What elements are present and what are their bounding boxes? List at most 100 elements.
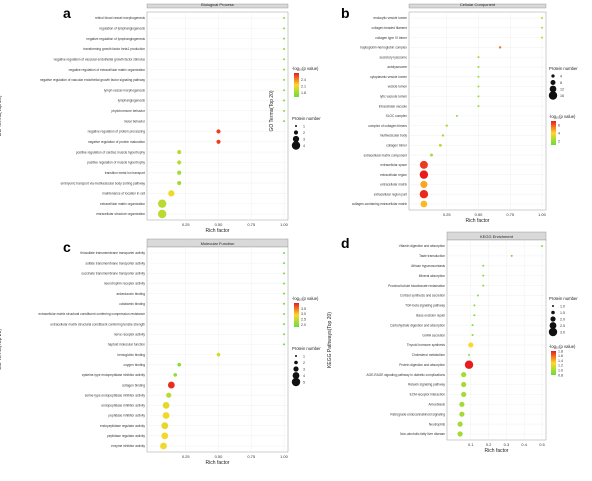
y-tick-label: AGE-RAGE signaling pathway in diabetic c…	[367, 373, 446, 377]
data-point	[162, 412, 170, 419]
color-legend-bar	[294, 303, 299, 327]
data-point	[482, 284, 485, 287]
size-legend-title: Protein number	[292, 116, 321, 121]
y-tick-label: endocytic vesicle lumen	[373, 16, 407, 20]
color-legend-tick: 1.2	[558, 364, 563, 368]
size-legend-tick: 12	[560, 87, 564, 91]
color-legend-tick: 1.6	[558, 354, 563, 358]
data-point	[498, 46, 502, 49]
data-point	[283, 17, 285, 19]
y-tick-label: collagen type VI trimer	[375, 36, 408, 40]
y-tick-label: Thyroid hormone synthesis	[407, 343, 446, 347]
data-point	[477, 65, 480, 68]
y-tick-label: oxygen binding	[124, 363, 146, 367]
data-point	[283, 333, 285, 336]
y-tick-label: collagen trimer	[386, 143, 408, 147]
x-tick-label: 1.00	[280, 454, 289, 459]
size-legend-title: Protein number	[549, 296, 578, 301]
color-legend-tick: 2	[558, 139, 560, 143]
size-legend-tick: 1	[303, 124, 305, 128]
x-axis-label: Rich factor	[206, 460, 230, 466]
x-tick-label: 1.00	[538, 212, 547, 217]
y-tick-label: cytoplasmic vesicle lumen	[370, 75, 407, 79]
data-point	[283, 78, 285, 81]
x-tick-label: 0.25	[182, 222, 191, 227]
color-legend-tick: 0.8	[558, 373, 563, 377]
size-legend-tick: 4	[560, 74, 562, 78]
y-tick-label: regulation of lymphangiogenesis	[99, 27, 145, 31]
data-point	[177, 180, 182, 186]
y-tick-label: peptidase inhibitor activity	[109, 414, 146, 418]
color-legend-tick: 2.1	[301, 84, 306, 88]
chart-title: Cellular Component	[460, 2, 496, 7]
y-tick-label: transforming growth factor beta1 product…	[83, 47, 145, 51]
data-point	[541, 26, 543, 29]
data-point	[468, 342, 474, 348]
x-tick-label: 0.50	[215, 454, 224, 459]
plot-area	[446, 239, 547, 441]
data-point	[457, 421, 463, 427]
y-tick-label: positive regulation of cardiac muscle hy…	[76, 150, 146, 154]
data-point	[441, 134, 445, 137]
color-legend-title: -log₁₀(p value)	[292, 296, 319, 301]
y-tick-label: peptidase regulator activity	[107, 434, 145, 438]
y-tick-label: haptoglobin-hemoglobin complex	[360, 46, 407, 50]
data-point	[283, 272, 285, 275]
y-tick-label: maintenance of location in cell	[102, 192, 145, 196]
y-tick-label: lytic vacuole lumen	[380, 95, 407, 99]
color-legend-tick: 3.0	[301, 312, 306, 316]
size-legend-tick: 3	[303, 367, 305, 371]
size-legend-tick: 4	[303, 374, 305, 378]
y-tick-label: cysteine-type endopeptidase inhibitor ac…	[82, 373, 146, 377]
y-tick-label: molar behavior	[124, 119, 146, 123]
size-legend-tick: 2.0	[560, 317, 565, 321]
size-legend-dot	[552, 305, 554, 307]
data-point	[216, 139, 221, 144]
y-tick-label: secretory lysosome	[380, 55, 408, 59]
data-point	[477, 95, 480, 98]
size-legend-dot	[551, 74, 555, 78]
y-tick-label: SLOC complex	[386, 114, 408, 118]
data-point	[177, 170, 182, 175]
data-point	[162, 401, 170, 409]
data-point	[157, 199, 167, 208]
size-legend-tick: 1	[303, 354, 305, 358]
y-tick-label: ankerdaoxin binding	[116, 292, 145, 296]
data-point	[283, 109, 285, 112]
panel-a: a Biological Process 0.25 0.50 0.75 1.00 retin…	[0, 2, 321, 234]
title-strip	[408, 3, 547, 9]
x-tick-label: 0.50	[215, 222, 224, 227]
size-legend-dot	[293, 130, 299, 135]
panel-letter: a	[63, 5, 71, 21]
color-legend-title: -log₁₀(p value)	[549, 114, 576, 119]
data-point	[477, 75, 480, 78]
title-strip	[146, 3, 289, 9]
data-point	[473, 304, 476, 307]
data-point	[430, 153, 433, 157]
y-tick-label: negative regulation of vascular endothel…	[54, 57, 146, 61]
size-legend-dot	[291, 141, 301, 150]
y-tick-label: collagen binding	[122, 383, 145, 387]
data-point	[157, 209, 167, 219]
y-axis-label: KEGG Pathways(Top 20)	[327, 312, 333, 368]
plot-area	[146, 246, 289, 453]
y-tick-label: lymphangiogenesis	[118, 99, 146, 103]
size-legend-dot	[549, 322, 557, 329]
x-tick-label: 0.1	[468, 442, 474, 447]
x-axis-label: Rich factor	[206, 228, 230, 234]
y-tick-label: extracellular matrix structural constitu…	[39, 312, 146, 316]
color-legend-tick: 1.0	[558, 369, 563, 373]
size-legend-dot	[549, 85, 557, 93]
y-tick-label: hemoglobin binding	[117, 353, 145, 357]
data-point	[283, 58, 285, 61]
panel-letter: c	[63, 239, 71, 255]
x-tick-label: 0.50	[475, 212, 484, 217]
color-legend-tick: 1.4	[558, 359, 563, 363]
y-tick-label: Neutrophils	[429, 422, 446, 426]
y-tick-label: collagen beaded filament	[372, 26, 408, 30]
data-point	[283, 262, 285, 265]
size-legend-dot	[291, 377, 301, 387]
data-point	[167, 381, 175, 389]
size-legend-dot	[548, 327, 558, 337]
data-point	[510, 254, 513, 257]
